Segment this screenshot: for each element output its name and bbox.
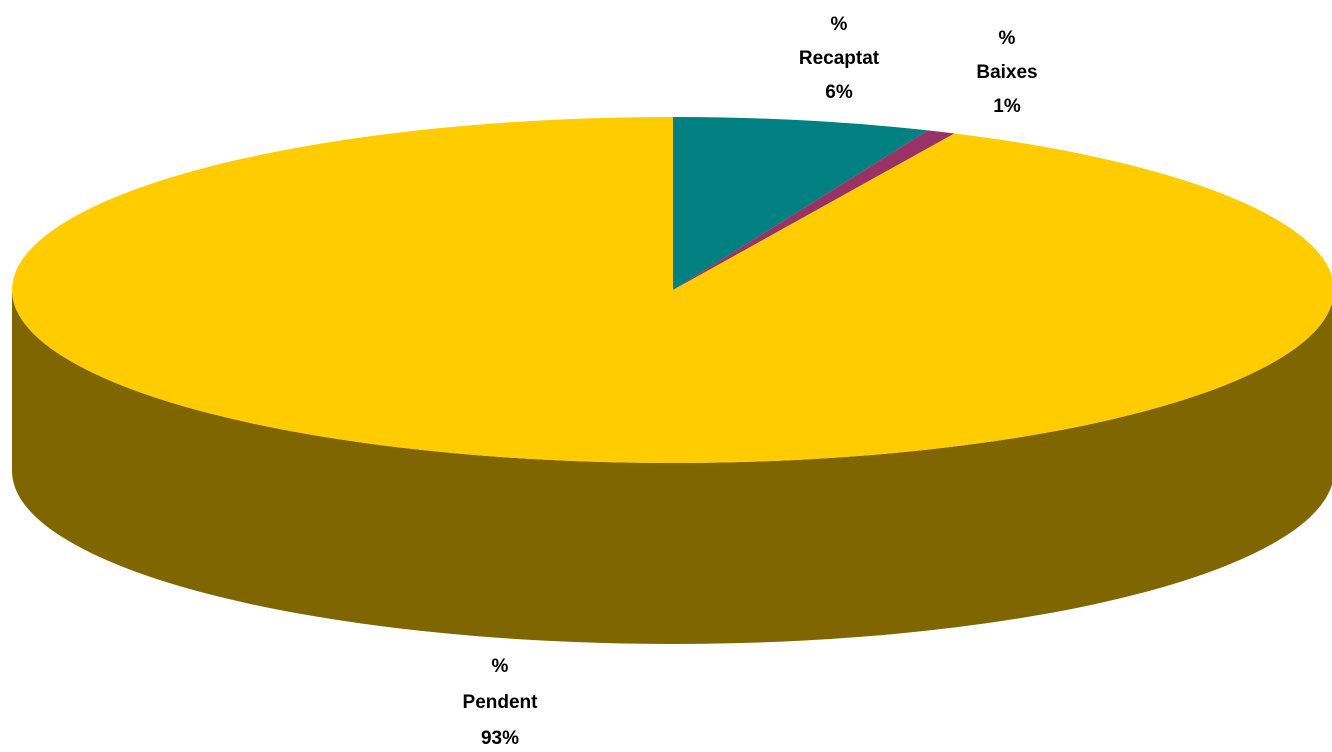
label-recaptat-prefix: % (831, 14, 848, 35)
pie-labels: % Recaptat 6% % Baixes 1% % Pendent 93% (463, 14, 1038, 749)
pie-side-wall (12, 290, 1332, 644)
pie-body (12, 117, 1332, 644)
pie-slice-recaptat (673, 117, 928, 290)
label-baixes-name: Baixes (976, 62, 1037, 83)
label-pendent-value: 93% (481, 728, 519, 749)
label-baixes-prefix: % (999, 28, 1016, 49)
label-pendent-name: Pendent (463, 692, 539, 713)
label-pendent-prefix: % (492, 656, 509, 677)
pie-slice-pendent (12, 117, 1332, 463)
label-recaptat-value: 6% (825, 82, 853, 103)
pie-slice-baixes (673, 130, 955, 290)
label-recaptat-name: Recaptat (799, 48, 880, 69)
label-baixes-value: 1% (993, 96, 1021, 117)
